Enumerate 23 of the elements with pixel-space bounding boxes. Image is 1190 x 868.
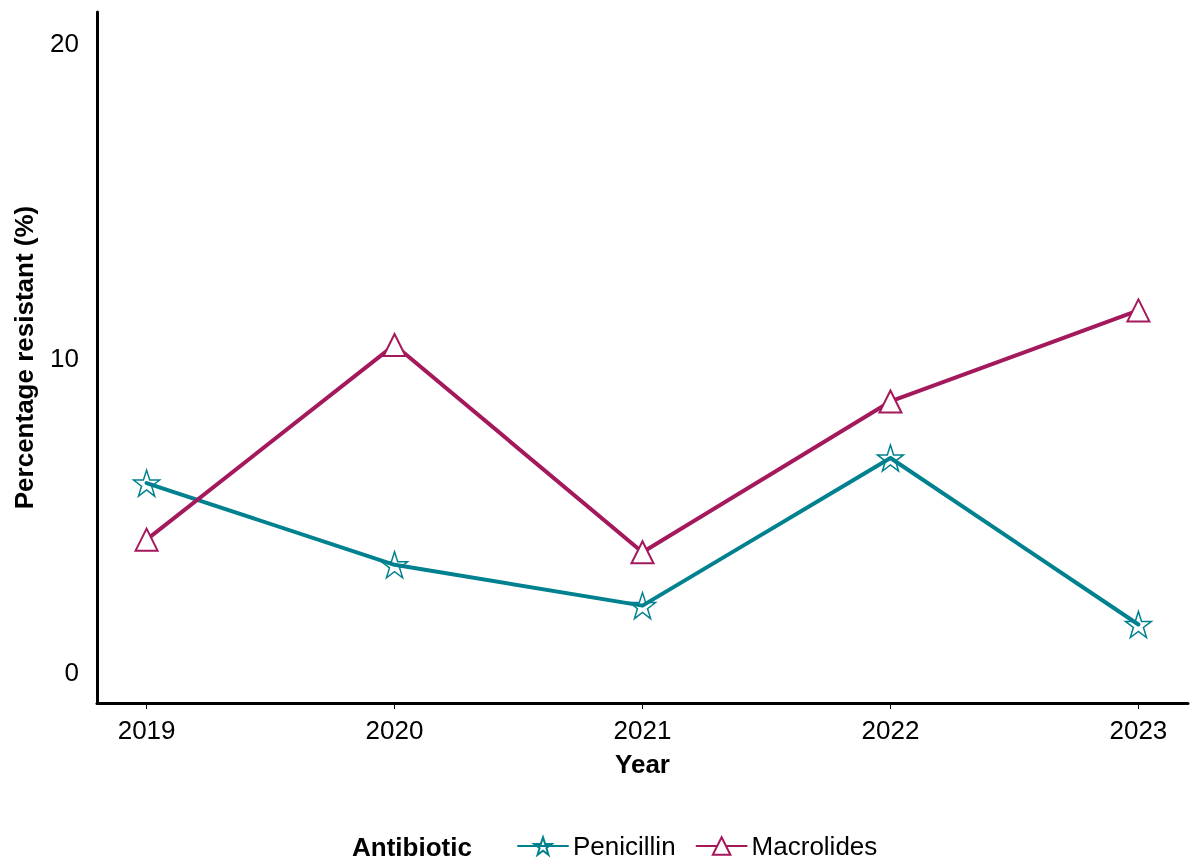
y-tick-label: 10	[50, 342, 79, 373]
y-tick-label: 20	[50, 28, 79, 59]
legend-title: Antibiotic	[352, 832, 472, 862]
x-tick-label: 2023	[1109, 715, 1168, 745]
x-tick-label: 2019	[117, 715, 176, 745]
point	[878, 389, 903, 414]
point	[1126, 298, 1151, 323]
point	[628, 591, 657, 620]
legend-label: Penicillin	[573, 831, 676, 861]
y-tick-label: 0	[64, 656, 79, 687]
y-axis-title: Percentage resistant (%)	[9, 205, 39, 510]
point	[132, 469, 161, 497]
point	[630, 540, 655, 565]
x-tick-label: 2021	[613, 715, 672, 745]
x-axis-title: Year	[615, 749, 670, 779]
x-tick-label: 2022	[861, 715, 920, 745]
point	[380, 551, 409, 579]
point	[382, 332, 407, 357]
legend-label: Macrolides	[751, 831, 878, 861]
x-tick-label: 2020	[365, 715, 424, 745]
point	[1124, 610, 1153, 639]
point	[876, 444, 905, 472]
point	[134, 527, 159, 552]
